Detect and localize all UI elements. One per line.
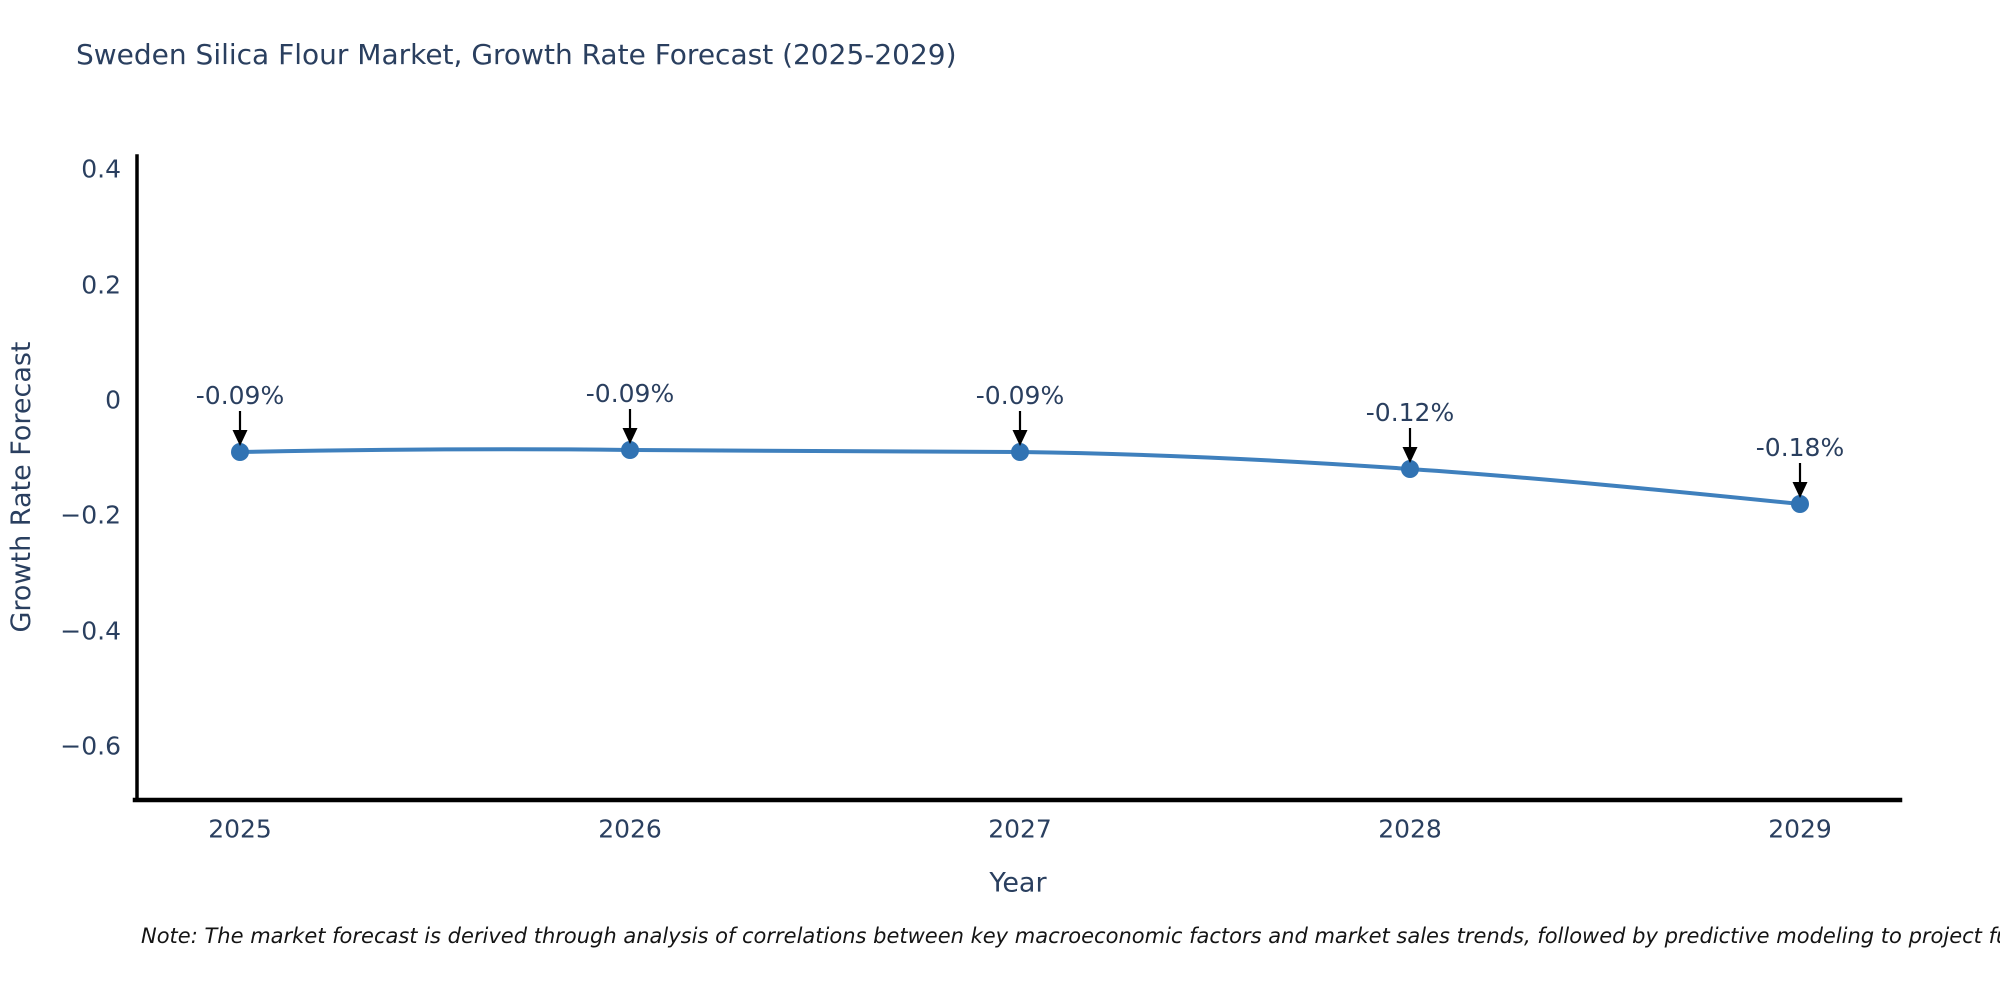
x-tick-label: 2027 xyxy=(988,815,1052,844)
x-axis-title: Year xyxy=(988,868,1047,899)
point-label-2028: -0.12% xyxy=(1366,398,1454,427)
data-point-2025[interactable] xyxy=(231,443,249,461)
annotation-arrow xyxy=(232,411,248,446)
data-point-2028[interactable] xyxy=(1401,460,1419,478)
y-tick-label: −0.4 xyxy=(60,617,121,646)
data-point-2026[interactable] xyxy=(621,441,639,459)
plot-area[interactable] xyxy=(137,156,1900,800)
point-label-2026: -0.09% xyxy=(586,379,674,408)
annotation-arrow xyxy=(1792,463,1808,498)
point-label-2029: -0.18% xyxy=(1756,433,1844,462)
data-point-2029[interactable] xyxy=(1791,495,1809,513)
data-point-2027[interactable] xyxy=(1011,443,1029,461)
chart-footnote: Note: The market forecast is derived thr… xyxy=(141,924,2000,948)
y-tick-label: 0 xyxy=(105,386,121,415)
x-tick-label: 2026 xyxy=(598,815,662,844)
y-tick-label: −0.2 xyxy=(60,501,121,530)
annotation-arrow xyxy=(1402,428,1418,463)
annotation-arrow xyxy=(1012,411,1028,446)
arrow-down-icon xyxy=(1012,430,1028,446)
x-tick-label: 2028 xyxy=(1378,815,1442,844)
arrow-down-icon xyxy=(1402,447,1418,463)
y-tick-label: 0.2 xyxy=(81,271,121,300)
x-tick-label: 2029 xyxy=(1768,815,1832,844)
arrow-down-icon xyxy=(1792,482,1808,498)
y-tick-label: −0.6 xyxy=(60,732,121,761)
y-axis-title: Growth Rate Forecast xyxy=(6,341,37,632)
point-label-2027: -0.09% xyxy=(976,381,1064,410)
x-tick-label: 2025 xyxy=(208,815,272,844)
chart-title: Sweden Silica Flour Market, Growth Rate … xyxy=(76,38,957,71)
arrow-down-icon xyxy=(232,430,248,446)
annotation-arrow xyxy=(622,409,638,444)
point-label-2025: -0.09% xyxy=(196,381,284,410)
y-tick-label: 0.4 xyxy=(81,155,121,184)
arrow-down-icon xyxy=(622,428,638,444)
